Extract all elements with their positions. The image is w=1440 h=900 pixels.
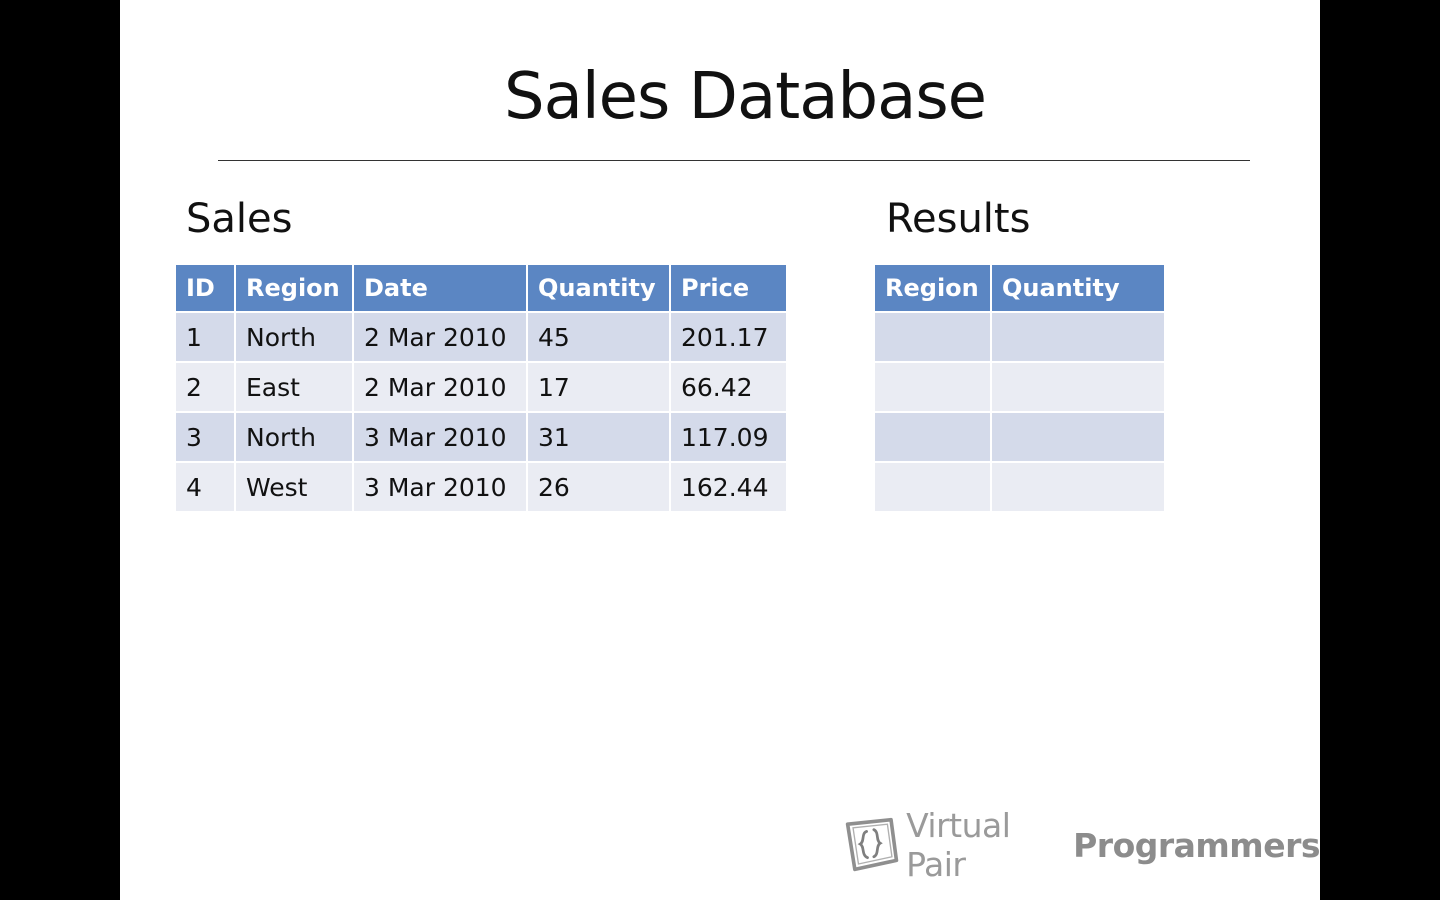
table-row: 1 North 2 Mar 2010 45 201.17 [176, 313, 786, 361]
sales-cell-price: 162.44 [671, 463, 786, 511]
slide-title: Sales Database [503, 60, 987, 134]
sales-cell-id: 1 [176, 313, 234, 361]
logo-text-light: Virtual Pair [906, 806, 1011, 884]
sales-header-quantity: Quantity [528, 265, 669, 311]
results-cell-region [875, 313, 990, 361]
sales-cell-region: North [236, 313, 352, 361]
table-row: 3 North 3 Mar 2010 31 117.09 [176, 413, 786, 461]
sales-cell-quantity: 31 [528, 413, 669, 461]
table-row: 4 West 3 Mar 2010 26 162.44 [176, 463, 786, 511]
table-row [875, 463, 1164, 511]
results-header-row: Region Quantity [875, 265, 1164, 311]
results-cell-quantity [992, 413, 1164, 461]
sales-header-date: Date [354, 265, 526, 311]
results-cell-quantity [992, 463, 1164, 511]
sales-cell-price: 117.09 [671, 413, 786, 461]
sales-cell-id: 3 [176, 413, 234, 461]
sales-cell-region: West [236, 463, 352, 511]
brand-logo: Virtual Pair Programmers [844, 806, 1320, 884]
sales-table: ID Region Date Quantity Price 1 North 2 … [174, 263, 788, 513]
sales-cell-date: 2 Mar 2010 [354, 363, 526, 411]
results-header-quantity: Quantity [992, 265, 1164, 311]
sales-cell-quantity: 45 [528, 313, 669, 361]
title-divider [218, 160, 1250, 161]
sales-cell-price: 201.17 [671, 313, 786, 361]
table-row [875, 313, 1164, 361]
book-bracket-logo-icon [845, 817, 899, 872]
results-table: Region Quantity [873, 263, 1166, 513]
sales-cell-date: 2 Mar 2010 [354, 313, 526, 361]
results-cell-region [875, 363, 990, 411]
results-cell-region [875, 413, 990, 461]
results-cell-region [875, 463, 990, 511]
slide: Sales Database Sales Results ID Region D… [120, 0, 1320, 900]
results-cell-quantity [992, 363, 1164, 411]
sales-cell-date: 3 Mar 2010 [354, 413, 526, 461]
sales-cell-id: 2 [176, 363, 234, 411]
table-row [875, 363, 1164, 411]
sales-header-id: ID [176, 265, 234, 311]
sales-cell-price: 66.42 [671, 363, 786, 411]
logo-text-bold: Programmers [1073, 825, 1320, 865]
sales-header-row: ID Region Date Quantity Price [176, 265, 786, 311]
sales-cell-quantity: 17 [528, 363, 669, 411]
sales-cell-quantity: 26 [528, 463, 669, 511]
results-heading: Results [886, 196, 1031, 242]
results-header-region: Region [875, 265, 990, 311]
sales-header-price: Price [671, 265, 786, 311]
sales-header-region: Region [236, 265, 352, 311]
sales-heading: Sales [186, 196, 293, 242]
table-row: 2 East 2 Mar 2010 17 66.42 [176, 363, 786, 411]
sales-cell-id: 4 [176, 463, 234, 511]
sales-cell-date: 3 Mar 2010 [354, 463, 526, 511]
sales-cell-region: East [236, 363, 352, 411]
table-row [875, 413, 1164, 461]
results-cell-quantity [992, 313, 1164, 361]
sales-cell-region: North [236, 413, 352, 461]
